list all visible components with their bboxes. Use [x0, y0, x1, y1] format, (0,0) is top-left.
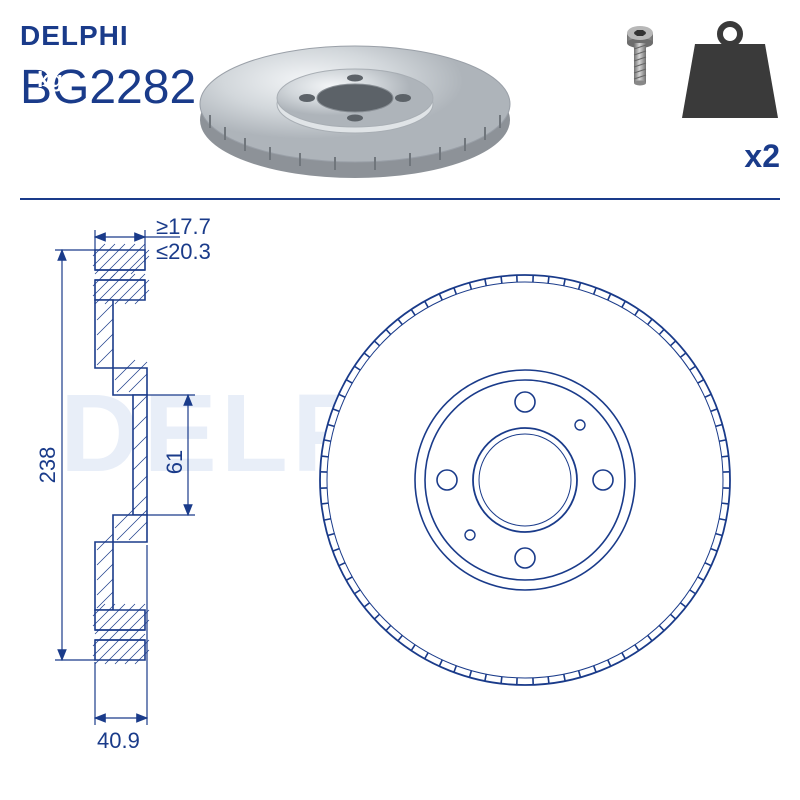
weight-value: 8.32	[29, 43, 72, 68]
technical-drawing: ≥17.7 ≤20.3 238 61 40.9	[0, 210, 800, 800]
divider-line	[20, 198, 780, 200]
cross-section	[93, 244, 149, 664]
front-view	[320, 275, 730, 685]
weight-unit: kg	[37, 67, 63, 92]
dim-max-thickness: ≤20.3	[156, 239, 211, 264]
product-photo	[180, 20, 530, 190]
dim-offset: 40.9	[97, 728, 140, 753]
quantity-label: x2	[744, 138, 780, 175]
weight-icon	[680, 20, 780, 120]
weight-text: 8.32 kg	[0, 44, 100, 92]
dim-outer-diameter: 238	[35, 447, 60, 484]
screw-icon	[625, 25, 655, 105]
dim-hub-diameter: 61	[162, 450, 187, 474]
dim-min-thickness: ≥17.7	[156, 214, 211, 239]
